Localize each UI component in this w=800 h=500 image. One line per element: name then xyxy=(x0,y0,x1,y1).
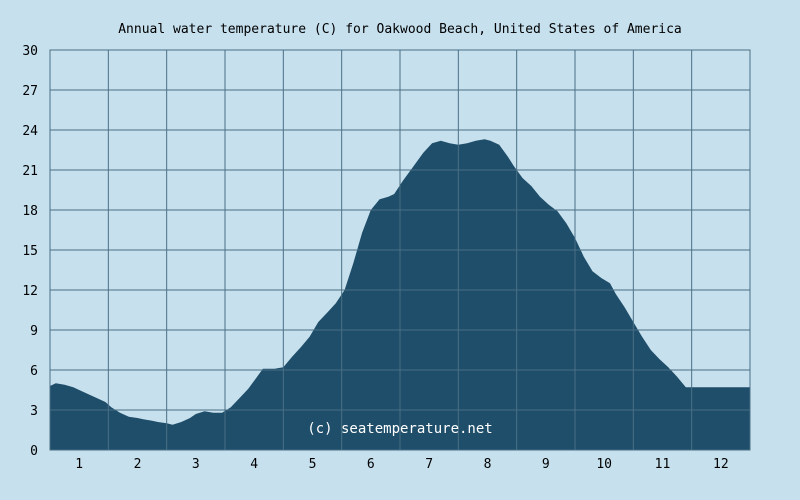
plot-border xyxy=(49,49,751,451)
x-tick-label: 2 xyxy=(134,457,142,472)
x-tick-label: 7 xyxy=(425,457,433,472)
x-tick-label: 1 xyxy=(75,457,83,472)
y-tick-label: 24 xyxy=(22,124,38,139)
x-tick-label: 4 xyxy=(250,457,258,472)
watermark-text: (c) seatemperature.net xyxy=(307,421,492,437)
x-tick-label: 3 xyxy=(192,457,200,472)
y-tick-label: 9 xyxy=(30,324,38,339)
y-tick-label: 12 xyxy=(22,284,38,299)
x-tick-label: 10 xyxy=(596,457,612,472)
y-tick-label: 6 xyxy=(30,364,38,379)
x-tick-label: 6 xyxy=(367,457,375,472)
chart-title: Annual water temperature (C) for Oakwood… xyxy=(118,22,682,37)
x-tick-label: 11 xyxy=(655,457,671,472)
x-tick-label: 8 xyxy=(484,457,492,472)
y-tick-label: 0 xyxy=(30,444,38,459)
y-tick-label: 30 xyxy=(22,44,38,59)
y-tick-label: 18 xyxy=(22,204,38,219)
y-tick-label: 27 xyxy=(22,84,38,99)
x-tick-label: 5 xyxy=(309,457,317,472)
y-tick-label: 15 xyxy=(22,244,38,259)
x-tick-label: 12 xyxy=(713,457,729,472)
y-tick-label: 21 xyxy=(22,164,38,179)
y-tick-label: 3 xyxy=(30,404,38,419)
x-tick-label: 9 xyxy=(542,457,550,472)
